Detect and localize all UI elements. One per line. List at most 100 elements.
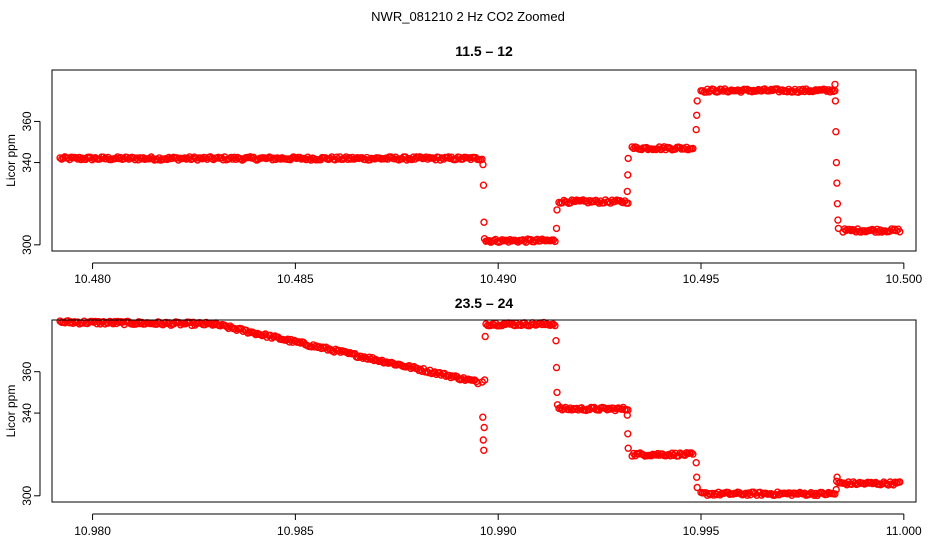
- plot-frame: [51, 319, 917, 503]
- data-point: [553, 401, 562, 409]
- data-point: [430, 154, 438, 162]
- data-point: [765, 87, 774, 95]
- data-point: [654, 449, 662, 458]
- x-tick-label: 10.495: [683, 272, 720, 286]
- x-tick-label: 11.000: [886, 524, 922, 538]
- y-tick-label: 360: [20, 111, 34, 131]
- data-point: [692, 459, 700, 467]
- data-point: [479, 160, 487, 169]
- data-point: [77, 155, 85, 164]
- y-axis-label: Licor ppm: [4, 134, 18, 187]
- x-tick-label: 10.485: [277, 272, 314, 286]
- data-point: [831, 80, 839, 89]
- data-point: [647, 452, 655, 460]
- x-tick-label: 10.995: [683, 524, 720, 538]
- data-point: [552, 224, 561, 233]
- data-point: [551, 321, 559, 330]
- data-point: [693, 97, 701, 105]
- data-point: [718, 85, 726, 94]
- panel-title: 23.5 – 24: [455, 295, 514, 311]
- data-point: [850, 226, 858, 234]
- data-point: [857, 228, 865, 236]
- data-point: [296, 153, 304, 162]
- data-point: [689, 450, 697, 458]
- x-tick-label: 10.480: [74, 272, 111, 286]
- data-point: [624, 171, 632, 179]
- data-point: [833, 477, 841, 485]
- data-point: [876, 226, 884, 234]
- data-point: [832, 158, 841, 167]
- data-point: [867, 478, 875, 487]
- data-point: [748, 87, 756, 96]
- data-point: [573, 404, 581, 413]
- data-point: [250, 329, 258, 337]
- figure-title: NWR_081210 2 Hz CO2 Zoomed: [371, 9, 565, 24]
- data-points: [56, 317, 904, 500]
- data-point: [623, 411, 631, 419]
- data-point: [480, 423, 488, 432]
- data-point: [833, 473, 841, 481]
- x-tick-label: 10.500: [885, 272, 922, 286]
- data-point: [692, 125, 700, 134]
- data-points: [56, 80, 904, 246]
- data-point: [845, 225, 854, 234]
- data-point: [751, 489, 759, 497]
- data-point: [481, 376, 489, 384]
- data-point: [623, 187, 631, 196]
- plot-frame: [51, 69, 917, 252]
- data-point: [831, 490, 839, 498]
- data-point: [295, 338, 303, 346]
- data-point: [552, 337, 560, 345]
- data-point: [59, 154, 67, 162]
- data-point: [833, 179, 841, 187]
- data-point: [654, 145, 662, 153]
- data-point: [624, 199, 632, 207]
- data-point: [480, 218, 488, 226]
- data-point: [624, 430, 632, 438]
- data-point: [828, 86, 836, 94]
- data-point: [833, 199, 842, 208]
- data-point: [317, 344, 325, 353]
- data-point: [832, 127, 840, 136]
- data-point: [826, 88, 834, 96]
- panel-2: 23.5 – 24 10.980 10.985 10.990 10.995 11.000 3…: [4, 295, 922, 538]
- data-point: [506, 235, 514, 244]
- x-tick-label: 10.490: [480, 272, 517, 286]
- data-point: [549, 236, 558, 244]
- data-point: [553, 388, 561, 397]
- x-axis: 10.480 10.485 10.490 10.495 10.500: [74, 262, 923, 286]
- y-tick-label: 300: [20, 485, 34, 505]
- data-point: [552, 363, 561, 372]
- x-tick-label: 10.990: [480, 524, 517, 538]
- panel-1: 11.5 – 12 10.480 10.485 10.490 10.495 10.500 3…: [4, 43, 923, 286]
- data-point: [479, 181, 488, 189]
- data-point: [479, 436, 487, 444]
- data-point: [689, 144, 697, 153]
- data-point: [480, 446, 488, 454]
- data-point: [272, 155, 280, 164]
- data-point: [474, 379, 482, 388]
- data-point: [551, 237, 559, 246]
- data-point: [479, 413, 487, 421]
- data-point: [223, 323, 231, 331]
- data-point: [896, 228, 904, 236]
- y-tick-label: 340: [20, 152, 34, 172]
- y-tick-label: 300: [20, 234, 34, 254]
- data-point: [628, 143, 636, 151]
- data-point: [480, 234, 489, 243]
- data-point: [553, 206, 561, 214]
- data-point: [176, 321, 185, 329]
- data-point: [834, 224, 843, 233]
- data-point: [892, 226, 901, 235]
- x-tick-label: 10.985: [277, 524, 314, 538]
- x-tick-label: 10.980: [74, 524, 111, 538]
- data-point: [831, 97, 840, 105]
- data-point: [693, 483, 701, 492]
- data-point: [624, 444, 632, 452]
- data-point: [834, 216, 842, 224]
- data-point: [549, 320, 558, 328]
- data-point: [832, 485, 840, 494]
- x-axis: 10.980 10.985 10.990 10.995 11.000: [74, 513, 922, 538]
- data-point: [896, 478, 904, 486]
